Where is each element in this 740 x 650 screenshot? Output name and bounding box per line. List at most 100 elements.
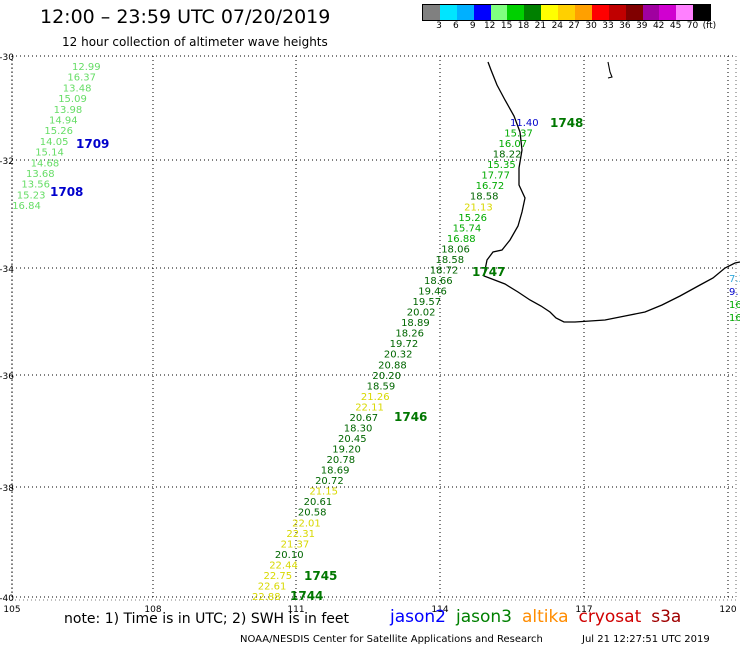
pass-label-1745: 1745 (304, 569, 337, 583)
color-scale-label: 36 (619, 21, 631, 31)
swh-value: 17.77 (481, 171, 510, 182)
pass-label-1708: 1708 (50, 185, 83, 199)
swh-value: 15.23 (17, 190, 46, 201)
swh-value: 20.10 (275, 550, 304, 561)
swh-value: 20.61 (304, 497, 333, 508)
swh-value: 15.26 (458, 213, 487, 224)
color-swatch (608, 5, 626, 20)
longitude-label: 120 (719, 605, 736, 615)
swh-value: 9. (729, 287, 739, 298)
swh-value: 16.84 (12, 201, 41, 212)
swh-value: 18.58 (470, 192, 499, 203)
pass-label-1747: 1747 (472, 265, 505, 279)
swh-value: 13.48 (63, 83, 92, 94)
color-swatch (625, 5, 643, 20)
generated-timestamp: Jul 21 12:27:51 UTC 2019 (582, 634, 710, 645)
swh-value: 18.89 (401, 318, 430, 329)
color-scale-label: 3 (436, 21, 442, 31)
australia-coastline (483, 61, 740, 323)
color-scale-label: 12 (483, 21, 496, 31)
swh-value: 15.74 (453, 223, 482, 234)
swh-value: 20.02 (407, 308, 436, 319)
swh-value: 18.72 (430, 265, 459, 276)
latitude-label: -30 (0, 53, 14, 63)
longitude-label: 114 (431, 605, 448, 615)
units-note: note: 1) Time is in UTC; 2) SWH is in fe… (64, 611, 350, 627)
swh-value: 15.35 (487, 160, 516, 171)
pass-label-1746: 1746 (394, 410, 427, 424)
color-swatch (473, 5, 491, 20)
swh-value: 20.67 (349, 413, 378, 424)
pass-label-1748: 1748 (550, 116, 583, 130)
color-scale-label: 70 (686, 21, 699, 31)
swh-value: 16.07 (499, 139, 528, 150)
swh-value: 21.37 (281, 539, 310, 550)
swh-value: 13.68 (26, 169, 55, 180)
swh-value: 22.01 (292, 518, 321, 529)
swh-value: 20.20 (372, 371, 401, 382)
island-outline (607, 61, 613, 79)
color-swatch (693, 5, 711, 20)
swh-value: 20.78 (327, 455, 356, 466)
longitude-label: 117 (575, 605, 592, 615)
legend-jason2: jason2 (390, 607, 446, 627)
swh-value: 20.45 (338, 434, 367, 445)
swh-value: 22.44 (269, 560, 298, 571)
swh-value: 15.09 (58, 94, 87, 105)
swh-value: 16.88 (447, 234, 476, 245)
longitude-label: 108 (144, 605, 161, 615)
chart-title: 12:00 – 23:59 UTC 07/20/2019 (40, 6, 331, 28)
color-scale-label: 21 (534, 21, 547, 31)
color-scale-label: 42 (652, 21, 665, 31)
swh-value: 19.72 (390, 339, 419, 350)
coastline (483, 61, 740, 323)
color-scale-label: 6 (453, 21, 459, 31)
pass-label-1709: 1709 (76, 137, 109, 151)
latitude-label: -38 (0, 484, 14, 494)
swh-value: 21.13 (464, 202, 493, 213)
swh-value: 22.75 (263, 571, 292, 582)
color-swatch (423, 5, 440, 20)
longitude-label: 105 (3, 605, 20, 615)
altimeter-track-west: 12.9916.3713.4815.0913.9814.9415.2614.05… (12, 62, 100, 212)
swh-value: 20.58 (298, 508, 327, 519)
swh-value: 16.37 (67, 73, 96, 84)
color-swatch (642, 5, 660, 20)
altimeter-track-east: 7.3 9. 16 16 (729, 274, 740, 324)
swh-value: 22.88 (252, 592, 281, 603)
satellite-legend: jason2 jason3 altika cryosat s3a (390, 607, 691, 627)
longitude-label: 111 (287, 605, 304, 615)
swh-value: 14.94 (49, 116, 78, 127)
swh-value: 18.22 (493, 150, 522, 161)
swh-value: 22.31 (286, 529, 315, 540)
color-scale-label: 33 (602, 21, 614, 31)
map-frame (11, 55, 737, 601)
swh-value: 19.57 (413, 297, 442, 308)
swh-value: 15.14 (35, 148, 64, 159)
credit-line: NOAA/NESDIS Center for Satellite Applica… (240, 634, 543, 645)
color-swatch (456, 5, 474, 20)
swh-value: 21.15 (309, 487, 338, 498)
swh-value: 21.26 (361, 392, 390, 403)
swh-value: 16 (729, 300, 740, 311)
color-swatch (507, 5, 525, 20)
swh-value: 13.98 (54, 105, 83, 116)
swh-value: 15.37 (504, 129, 533, 140)
swh-value: 15.26 (44, 126, 73, 137)
latitude-label: -34 (0, 265, 14, 275)
color-scale-label: 45 (669, 21, 682, 31)
color-swatch (575, 5, 592, 20)
swh-value: 18.58 (435, 255, 464, 266)
color-swatch (524, 5, 542, 20)
swh-value: 13.56 (21, 180, 50, 191)
swh-value: 16.72 (476, 181, 505, 192)
legend-altika: altika (522, 607, 569, 627)
swh-value: 16 (729, 313, 740, 324)
pass-label-1744: 1744 (290, 589, 323, 603)
chart-subtitle: 12 hour collection of altimeter wave hei… (62, 35, 328, 49)
pass-labels: 1709 1708 1748 1747 1746 1745 1744 (50, 116, 583, 603)
swh-value: 18.30 (344, 423, 373, 434)
swh-value: 7.3 (729, 274, 740, 285)
swh-value: 22.61 (258, 581, 287, 592)
